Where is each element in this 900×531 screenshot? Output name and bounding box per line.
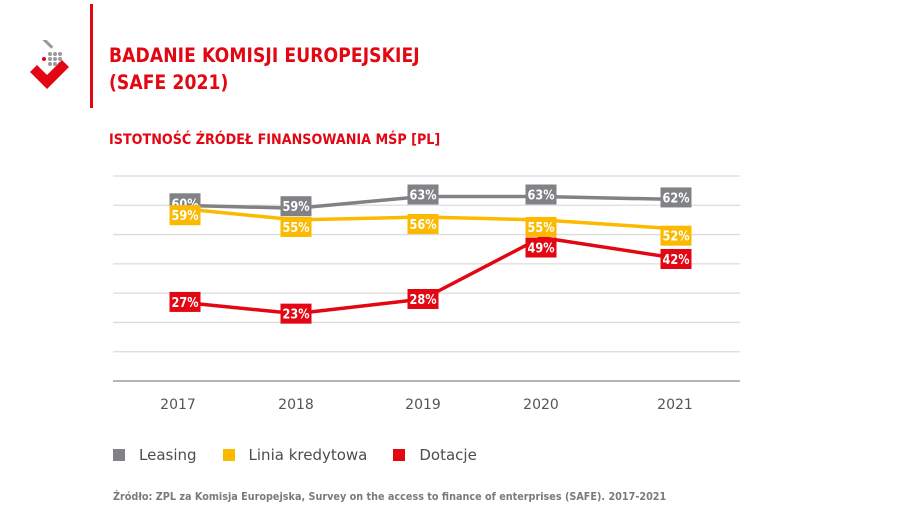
- x-tick-label: 2021: [657, 397, 693, 413]
- data-label-box: [660, 225, 692, 246]
- data-label: 55%: [525, 216, 557, 237]
- data-label-box: [660, 249, 692, 269]
- legend-label-linia-kredytowa: Linia kredytowa: [248, 446, 368, 464]
- data-label-text: 52%: [663, 230, 690, 245]
- data-label-text: 59%: [172, 209, 199, 224]
- data-label: 28%: [407, 289, 439, 309]
- data-label: 52%: [660, 225, 692, 246]
- title-line-1: BADANIE KOMISJI EUROPEJSKIEJ: [109, 44, 420, 67]
- legend-label-leasing: Leasing: [139, 446, 197, 464]
- data-label-box: [525, 237, 557, 258]
- chart-legend: Leasing Linia kredytowa Dotacje: [113, 446, 503, 464]
- title-line-2: (SAFE 2021): [109, 71, 229, 94]
- data-label-text: 55%: [283, 221, 310, 236]
- data-label: 23%: [280, 303, 312, 324]
- data-label-text: 28%: [410, 293, 437, 308]
- legend-item-leasing: Leasing: [113, 446, 197, 464]
- data-label: 56%: [407, 214, 439, 234]
- legend-swatch-dotacje: [393, 449, 406, 461]
- page-title: BADANIE KOMISJI EUROPEJSKIEJ (SAFE 2021): [109, 42, 420, 96]
- x-tick-label: 2018: [278, 397, 314, 413]
- data-label-text: 27%: [172, 296, 199, 311]
- data-label-text: 63%: [528, 189, 555, 204]
- data-label: 63%: [525, 184, 557, 205]
- data-label-box: [407, 289, 439, 309]
- x-tick-label: 2017: [160, 397, 196, 413]
- data-label: 63%: [407, 184, 439, 205]
- chart-title: ISTOTNOŚĆ ŹRÓDEŁ FINANSOWANIA MŚP [PL]: [109, 132, 441, 148]
- data-label-box: [280, 303, 312, 324]
- data-label-text: 62%: [663, 191, 690, 206]
- x-tick-label: 2020: [523, 397, 559, 413]
- data-label-text: 49%: [528, 242, 555, 257]
- data-label: 42%: [660, 249, 692, 269]
- x-tick-label: 2019: [405, 397, 441, 413]
- data-label-box: [280, 216, 312, 237]
- data-label: 62%: [660, 187, 692, 208]
- data-label-text: 56%: [410, 218, 437, 233]
- data-label: 59%: [169, 205, 201, 226]
- legend-item-linia-kredytowa: Linia kredytowa: [222, 446, 368, 464]
- data-label: 59%: [280, 196, 312, 217]
- data-label-box: [407, 184, 439, 205]
- data-label-text: 63%: [410, 189, 437, 204]
- data-label-box: [525, 216, 557, 237]
- data-label-box: [525, 184, 557, 205]
- header-divider: [90, 4, 93, 108]
- legend-item-dotacje: Dotacje: [393, 446, 477, 464]
- data-label-text: 23%: [283, 308, 310, 323]
- legend-label-dotacje: Dotacje: [419, 446, 477, 464]
- data-label: 27%: [169, 291, 201, 312]
- data-label: 55%: [280, 216, 312, 237]
- legend-swatch-leasing: [113, 449, 125, 461]
- data-label-box: [280, 196, 312, 217]
- data-label-box: [169, 291, 201, 312]
- data-label-text: 42%: [663, 253, 690, 268]
- data-label-box: [169, 205, 201, 226]
- source-note: Źródło: ZPL za Komisja Europejska, Surve…: [113, 491, 667, 503]
- legend-swatch-linia-kredytowa: [222, 449, 235, 461]
- data-label-text: 55%: [528, 221, 555, 236]
- data-label-box: [407, 214, 439, 234]
- data-label: 49%: [525, 237, 557, 258]
- zpl-logo-icon: [30, 40, 69, 89]
- data-label-text: 59%: [283, 200, 310, 215]
- data-label-box: [660, 187, 692, 208]
